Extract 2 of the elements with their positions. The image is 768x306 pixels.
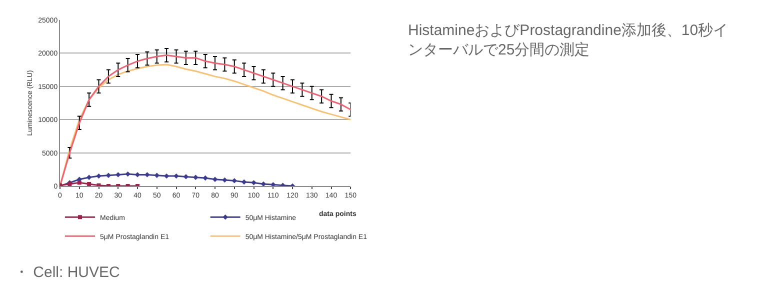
- text: HistamineおよびProstagrandine添加後、10秒インターバルで25分間の測定: [408, 22, 728, 58]
- text: ・ Cell: HUVEC: [14, 264, 120, 281]
